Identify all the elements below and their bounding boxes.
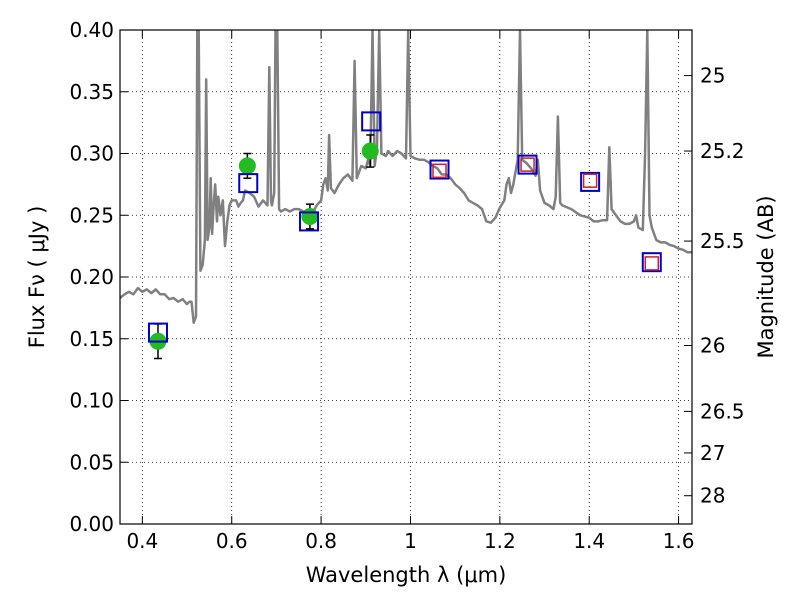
model-flux-square-blue: [299, 211, 320, 232]
y-tick-label: 0.20: [69, 265, 114, 289]
x-tick-label: 1: [404, 529, 417, 553]
mag-tick-label: 28: [700, 484, 725, 508]
model-flux-square-red: [582, 173, 598, 188]
x-axis-title: Wavelength λ (μm): [306, 563, 507, 587]
y-tick-label: 0.35: [69, 80, 114, 104]
mag-tick-label: 26: [700, 333, 725, 357]
points-layer: [147, 111, 662, 360]
y-axis-right-title: Magnitude (AB): [754, 195, 778, 358]
y-tick-label: 0.10: [69, 389, 114, 413]
model-flux-square-red: [520, 157, 535, 172]
y-axis-title: Flux Fν ( μJy ): [25, 206, 49, 349]
x-tick-label: 1.4: [573, 529, 605, 553]
mag-tick-label: 27: [700, 441, 725, 465]
observed-flux-point: [361, 142, 379, 160]
model-flux-square-blue: [517, 154, 538, 175]
y-tick-label: 0.00: [69, 512, 114, 536]
model-flux-square-blue: [238, 173, 259, 194]
model-flux-square-red: [432, 163, 447, 179]
x-tick-label: 0.6: [216, 529, 248, 553]
model-flux-square-blue: [429, 159, 450, 180]
spectrum-layer: [120, 30, 692, 324]
mag-tick-label: 26.5: [700, 399, 745, 423]
observed-flux-point: [238, 157, 256, 175]
x-tick-label: 1.2: [484, 529, 516, 553]
observed-flux-point: [301, 207, 319, 225]
y-tick-label: 0.15: [69, 327, 114, 351]
mag-tick-label: 25.2: [700, 139, 745, 163]
x-tick-label: 1.6: [663, 529, 695, 553]
y-tick-label: 0.25: [69, 203, 114, 227]
model-flux-square-blue: [641, 252, 662, 273]
mag-tick-label: 25: [700, 64, 725, 88]
y-tick-label: 0.30: [69, 142, 114, 166]
ticks-layer: 0.4 0.6 0.8 1 1.2 1.4 1.6 0.00 0.05 0.10 0.15 0.20 0…: [69, 18, 744, 553]
y-tick-label: 0.40: [69, 18, 114, 42]
model-flux-square-blue: [361, 111, 382, 132]
y-tick-label: 0.05: [69, 450, 114, 474]
model-flux-square-red: [644, 256, 660, 271]
mag-tick-label: 25.5: [700, 229, 745, 253]
model-flux-square-blue: [580, 171, 601, 192]
model-spectrum-line: [120, 30, 692, 324]
model-flux-square-blue: [147, 322, 168, 343]
x-tick-label: 0.8: [305, 529, 337, 553]
x-tick-label: 0.4: [126, 529, 158, 553]
